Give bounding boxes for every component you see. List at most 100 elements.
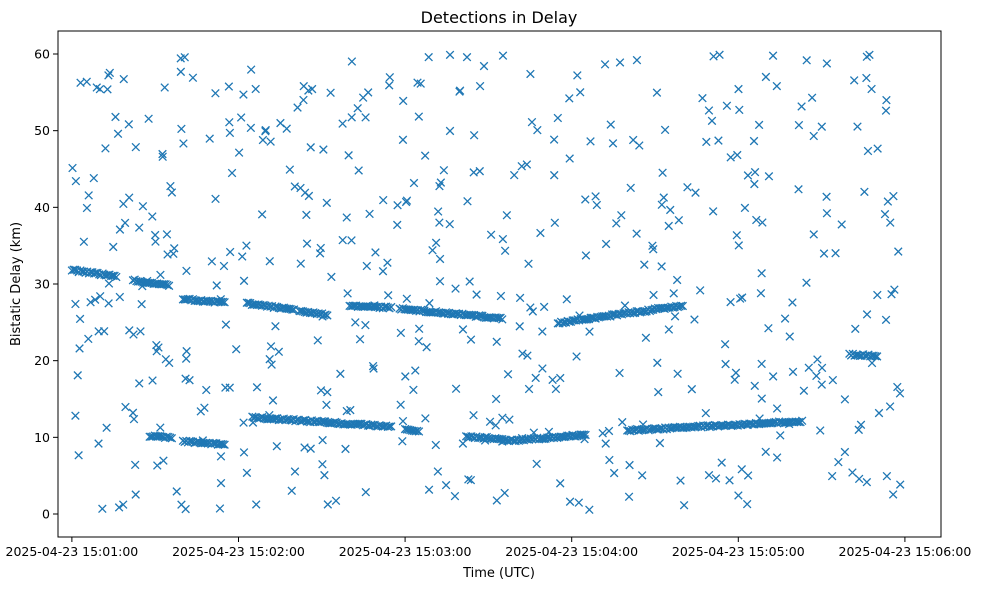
detection-point <box>659 193 669 202</box>
detection-point <box>207 257 217 266</box>
detection-point <box>851 324 860 334</box>
detection-point <box>549 170 559 180</box>
detection-point <box>834 457 843 467</box>
detection-point <box>386 422 396 431</box>
detection-point <box>726 153 735 162</box>
detection-point <box>604 426 614 436</box>
detection-point <box>242 298 252 307</box>
detection-point <box>780 314 790 323</box>
detection-point <box>73 371 82 380</box>
y-tick-label: 10 <box>34 430 50 445</box>
detection-point <box>348 301 358 311</box>
detection-point <box>205 297 214 306</box>
detection-point <box>114 503 124 512</box>
detection-point <box>124 120 134 129</box>
detection-point <box>361 487 371 497</box>
detection-point <box>840 447 850 457</box>
detection-point <box>701 408 711 418</box>
detection-point <box>79 237 89 247</box>
detection-point <box>380 302 389 311</box>
detection-point <box>757 394 767 403</box>
detection-point <box>398 96 408 106</box>
detection-point <box>737 465 747 474</box>
detection-point <box>639 306 648 316</box>
detection-point <box>867 358 877 368</box>
detection-point <box>137 299 146 309</box>
detection-point <box>822 208 832 218</box>
detection-point <box>451 309 461 318</box>
detection-point <box>819 249 829 258</box>
detection-point <box>555 373 565 383</box>
chart-title: Detections in Delay <box>421 8 578 27</box>
detection-point <box>555 479 565 488</box>
detection-point <box>498 413 507 422</box>
detection-point <box>491 394 501 404</box>
detection-point <box>86 298 95 307</box>
detection-point <box>486 230 496 240</box>
detection-point <box>205 134 214 143</box>
detection-point <box>285 165 295 174</box>
detection-point <box>538 327 547 336</box>
detection-point <box>221 320 231 329</box>
detection-point <box>283 304 292 314</box>
detection-point <box>775 431 785 440</box>
detection-point <box>515 322 524 331</box>
detection-point <box>491 421 500 430</box>
detection-point <box>822 192 831 202</box>
detection-point <box>531 373 540 383</box>
detection-point <box>386 302 396 312</box>
detection-point <box>398 416 408 426</box>
detection-point <box>592 200 602 210</box>
detection-point <box>664 325 674 334</box>
detection-point <box>608 139 618 148</box>
detection-point <box>95 84 105 94</box>
y-tick-label: 60 <box>34 47 50 62</box>
detection-point <box>802 56 811 65</box>
detection-point <box>159 456 168 465</box>
y-tick-label: 20 <box>34 353 50 368</box>
detection-point <box>657 200 667 209</box>
detection-point <box>347 236 356 245</box>
detection-point <box>268 396 278 405</box>
detection-point <box>665 205 675 215</box>
detection-point <box>721 359 730 369</box>
detection-point <box>166 181 175 191</box>
detection-point <box>302 210 311 220</box>
y-tick-label: 30 <box>34 277 50 292</box>
detection-point <box>526 69 535 79</box>
detection-point <box>883 197 893 206</box>
detection-point <box>714 136 723 145</box>
detection-point <box>111 112 120 122</box>
detection-point <box>286 304 295 314</box>
detection-point <box>130 460 140 470</box>
detection-point <box>392 220 402 230</box>
detection-point <box>370 301 379 310</box>
detection-point <box>687 384 697 394</box>
detection-point <box>344 151 353 160</box>
detection-point <box>888 490 898 499</box>
detection-point <box>90 295 100 304</box>
detection-point <box>361 320 370 330</box>
x-tick-label: 2025-04-23 15:02:00 <box>172 544 305 559</box>
detection-point <box>450 491 460 501</box>
detection-point <box>347 57 357 66</box>
detection-point <box>772 81 782 91</box>
detection-point <box>119 199 128 209</box>
detection-point <box>153 461 162 470</box>
detection-point <box>287 486 297 496</box>
detection-point <box>619 309 628 318</box>
detection-point <box>517 161 527 171</box>
detection-point <box>550 218 560 228</box>
detection-point <box>752 215 761 225</box>
detection-point <box>75 314 85 324</box>
detection-point <box>320 416 329 426</box>
x-tick-label: 2025-04-23 15:01:00 <box>6 544 139 559</box>
detection-point <box>797 102 806 111</box>
detection-point <box>764 172 774 181</box>
detection-point <box>413 78 422 87</box>
detection-point <box>768 372 778 381</box>
x-tick-label: 2025-04-23 15:04:00 <box>505 544 638 559</box>
detection-point <box>113 129 123 139</box>
detection-point <box>216 478 226 488</box>
